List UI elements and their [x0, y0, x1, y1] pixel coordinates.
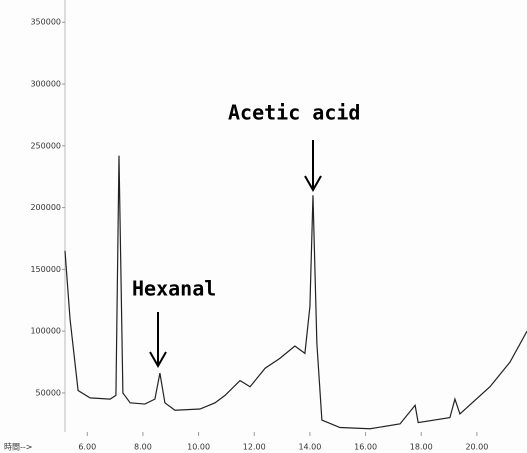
y-tick-label: 50000 — [36, 388, 61, 397]
x-tick-label: 14.00 — [298, 443, 321, 452]
x-tick-label: 6.00 — [78, 443, 96, 452]
x-tick-label: 8.00 — [134, 443, 152, 452]
trace — [64, 155, 527, 430]
x-tick-label: 10.00 — [187, 443, 210, 452]
x-tick-label: 20.00 — [465, 443, 488, 452]
x-tick-label: 18.00 — [410, 443, 433, 452]
y-tick-label: 250000 — [30, 141, 61, 150]
x-tick-label: 12.00 — [243, 443, 266, 452]
y-tick-label: 150000 — [30, 265, 61, 274]
y-tick-label: 100000 — [30, 327, 61, 336]
arrow-head — [149, 351, 167, 369]
annotation: Acetic acid — [228, 101, 360, 125]
x-axis-label: 時間--> — [4, 443, 32, 452]
y-tick-label: 300000 — [30, 80, 61, 89]
arrow-head — [304, 175, 322, 193]
annotation: Hexanal — [132, 277, 216, 301]
y-tick-label: 350000 — [30, 18, 61, 27]
x-tick-label: 16.00 — [354, 443, 377, 452]
y-tick-label: 200000 — [30, 203, 61, 212]
